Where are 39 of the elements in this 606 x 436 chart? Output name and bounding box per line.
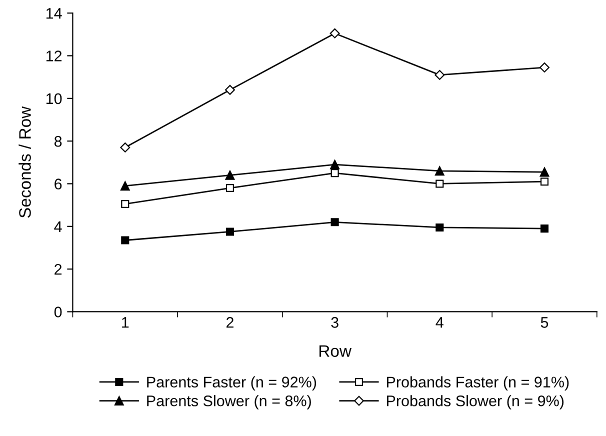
y-tick-label: 4 [54,221,62,232]
point [540,62,550,72]
y-tick-label: 6 [54,178,62,190]
point [330,28,340,38]
x-tick-label: 4 [436,317,444,328]
point [434,166,444,176]
point [434,70,445,80]
point [226,184,234,192]
point [540,167,550,177]
x-axis-title: Row [320,345,352,357]
y-tick-label: 0 [54,306,62,318]
point [330,218,339,226]
legend-label: Probands Faster (n = 91%) [386,376,569,390]
point [121,200,130,208]
y-tick-label: 10 [46,93,62,104]
point [330,169,339,178]
point [226,228,234,236]
point [121,236,130,244]
point [330,160,340,170]
point [225,84,235,95]
point [436,180,444,188]
y-axis-title: Seconds / Row [18,106,31,218]
x-tick-label: 2 [226,317,234,328]
y-tick-label: 2 [54,264,62,275]
x-tick-label: 3 [331,317,338,328]
y-tick-label: 12 [46,50,62,62]
legend-label: Probands Slower (n = 9%) [386,395,564,410]
point [436,223,444,232]
point [120,142,130,152]
point [120,181,130,191]
y-tick-label: 8 [54,136,62,147]
legend-label: Parents Slower (n = 8%) [147,395,311,410]
point [540,178,549,186]
x-tick-label: 5 [540,317,548,328]
point [225,170,235,180]
x-tick-label: 1 [122,317,129,328]
legend-label: Parents Faster (n = 92%) [147,376,316,390]
point [540,224,549,233]
y-tick-label: 14 [46,8,62,19]
